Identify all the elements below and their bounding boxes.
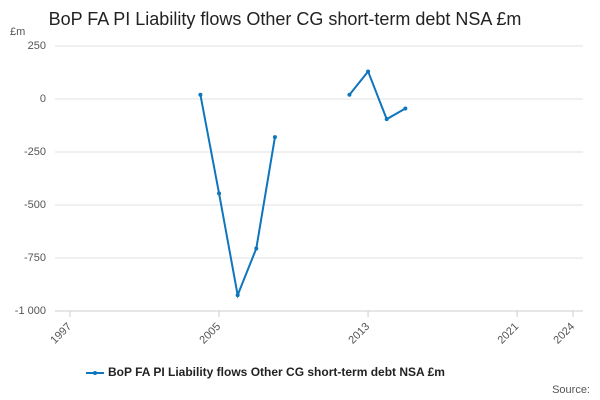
y-unit: £m [10,26,25,38]
chart-title: BoP FA PI Liability flows Other CG short… [49,9,522,29]
y-tick-label: -250 [24,146,46,158]
x-tick-label: 2021 [495,321,521,347]
x-tick-label: 1997 [48,321,74,347]
point [384,117,389,122]
y-tick-label: 250 [28,40,46,52]
point [272,135,277,140]
point [403,106,408,111]
x-tick-label: 2005 [197,321,223,347]
point [366,69,371,74]
source: Source: [552,384,590,396]
point [347,92,352,97]
x-tick-label: 2024 [551,321,577,347]
point [198,92,203,97]
point [235,293,240,298]
y-tick-label: -500 [24,199,46,211]
x-tick-label: 2013 [346,321,372,347]
y-tick-label: -1 000 [15,305,46,317]
y-tick-label: 0 [40,93,46,105]
point [254,246,259,251]
legend-label: BoP FA PI Liability flows Other CG short… [108,365,445,379]
point [217,191,222,196]
legend-marker [93,371,97,375]
y-tick-label: -750 [24,252,46,264]
line [199,69,406,299]
